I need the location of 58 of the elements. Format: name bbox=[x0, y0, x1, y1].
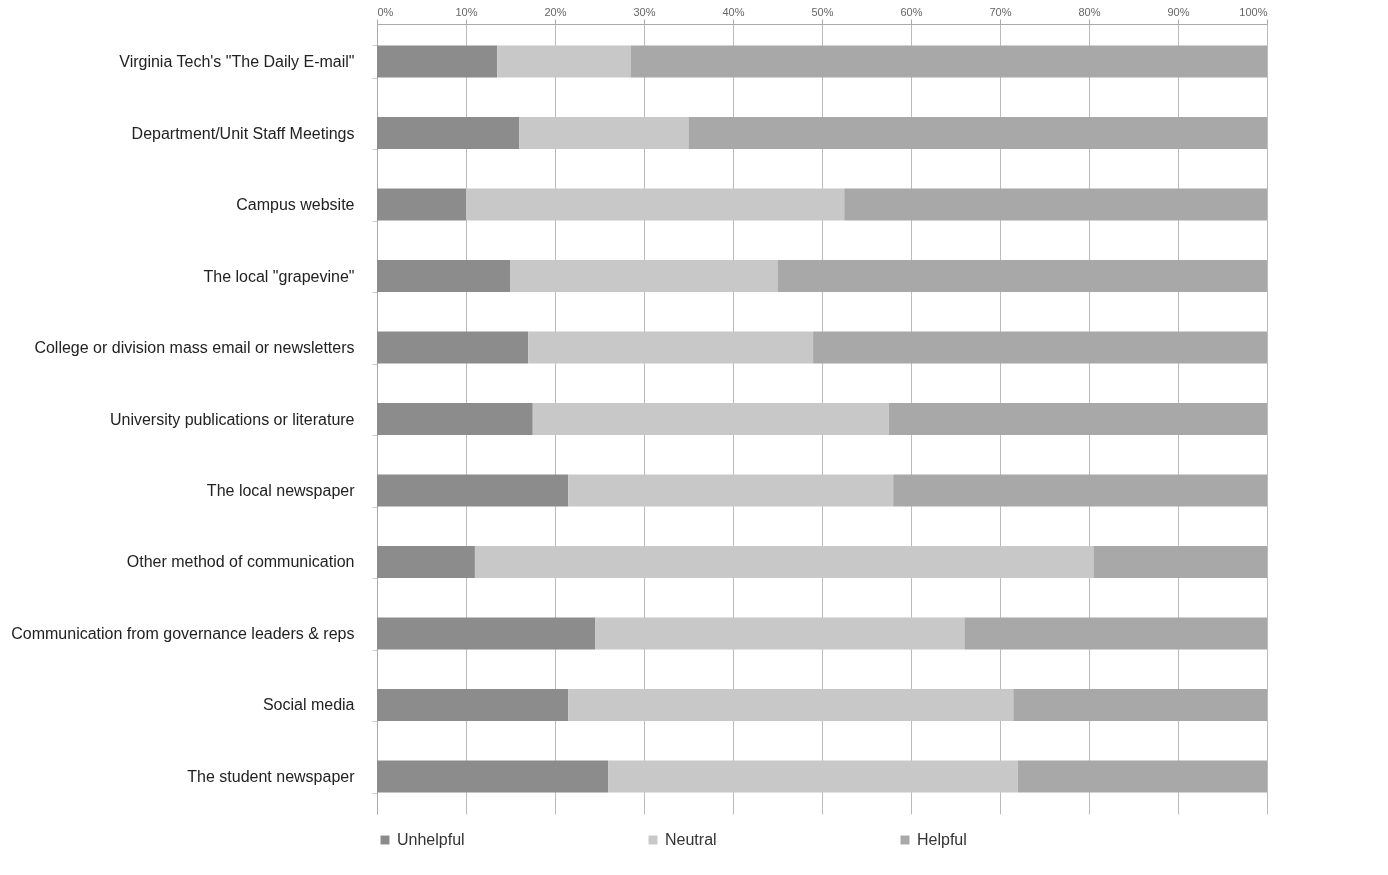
x-tick-label: 10% bbox=[455, 5, 478, 18]
bar bbox=[377, 688, 569, 722]
y-tick-label: Department/Unit Staff Meetings bbox=[131, 124, 355, 142]
bar bbox=[777, 259, 1267, 293]
y-tick-label: The student newspaper bbox=[187, 767, 356, 785]
bar bbox=[377, 259, 511, 293]
x-tick-label: 100% bbox=[1239, 5, 1268, 18]
x-tick-label: 0% bbox=[377, 5, 394, 18]
legend-label: Neutral bbox=[665, 831, 717, 848]
bar bbox=[813, 331, 1267, 364]
bar bbox=[377, 617, 596, 650]
y-tick-label: College or division mass email or newsletters bbox=[34, 339, 355, 357]
x-tick-label: 60% bbox=[900, 5, 923, 18]
bar bbox=[377, 188, 466, 221]
legend-label: Unhelpful bbox=[397, 831, 465, 848]
y-tick-label: University publications or literature bbox=[109, 410, 355, 428]
bar bbox=[497, 45, 631, 78]
bar bbox=[466, 188, 845, 221]
x-tick-label: 20% bbox=[544, 5, 567, 18]
bar bbox=[630, 45, 1267, 78]
bar bbox=[377, 331, 529, 364]
legend-label: Helpful bbox=[917, 831, 967, 848]
bar bbox=[844, 188, 1267, 221]
bar bbox=[528, 331, 814, 364]
bar bbox=[377, 116, 520, 150]
bar bbox=[377, 402, 533, 436]
bar bbox=[532, 402, 889, 436]
x-tick-label: 80% bbox=[1078, 5, 1101, 18]
bar bbox=[510, 259, 778, 293]
y-tick-label: Communication from governance leaders & reps bbox=[11, 624, 355, 642]
y-tick-label: Virginia Tech's "The Daily E-mail" bbox=[119, 53, 355, 71]
bar bbox=[608, 760, 1018, 793]
bar bbox=[519, 116, 689, 150]
x-tick-label: 90% bbox=[1167, 5, 1190, 18]
bar bbox=[474, 545, 1094, 579]
y-tick-label: Social media bbox=[262, 696, 355, 714]
bar bbox=[377, 760, 609, 793]
x-tick-label: 50% bbox=[811, 5, 834, 18]
y-tick-label: The local newspaper bbox=[206, 481, 356, 499]
x-tick-label: 40% bbox=[722, 5, 745, 18]
bar bbox=[377, 45, 498, 78]
bar bbox=[888, 402, 1267, 436]
bar bbox=[377, 474, 569, 507]
bar bbox=[1017, 760, 1267, 793]
bar bbox=[688, 116, 1267, 150]
bar bbox=[893, 474, 1267, 507]
y-tick-label: The local "grapevine" bbox=[203, 267, 355, 285]
bar bbox=[377, 545, 475, 579]
bar bbox=[568, 688, 1014, 722]
x-tick-label: 30% bbox=[633, 5, 656, 18]
bar bbox=[1013, 688, 1267, 722]
y-tick-label: Campus website bbox=[236, 196, 355, 214]
x-tick-label: 70% bbox=[989, 5, 1012, 18]
bar bbox=[1093, 545, 1267, 579]
bar bbox=[595, 617, 965, 650]
y-tick-label: Other method of communication bbox=[126, 553, 355, 571]
bar bbox=[568, 474, 894, 507]
bar bbox=[964, 617, 1267, 650]
